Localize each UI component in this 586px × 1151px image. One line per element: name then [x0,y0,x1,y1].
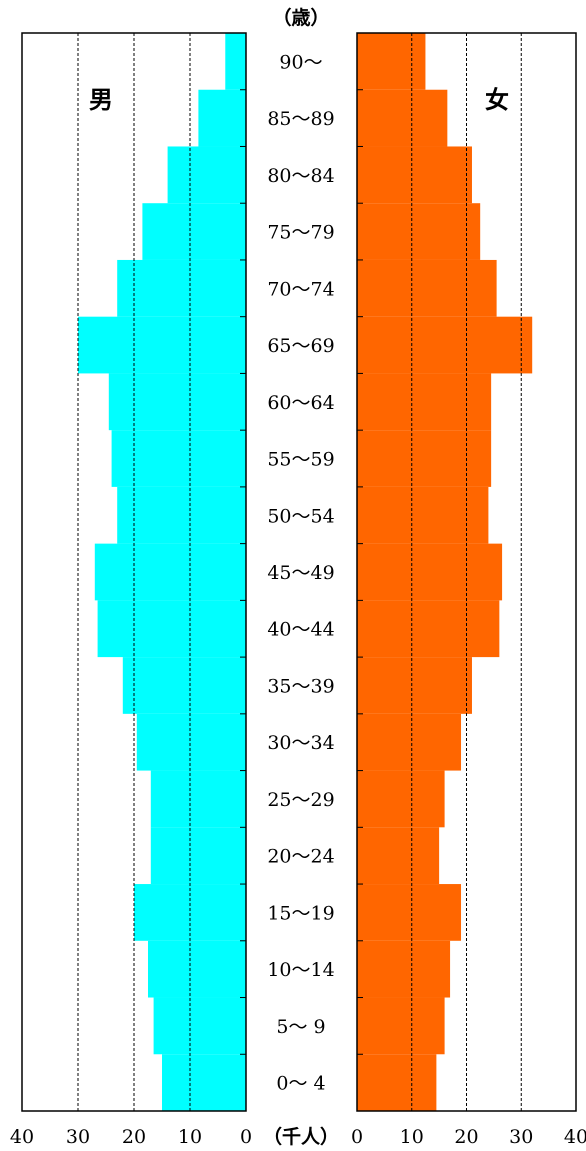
age-category-label: 30～34 [267,732,334,754]
female-bar [357,600,500,658]
male-plot-frame [21,32,247,1112]
male-bar [150,827,246,885]
female-bar [357,884,462,941]
female-x-tick-label: 40 [564,1126,586,1148]
age-category-label: 35～39 [267,675,334,697]
age-category-label: 65～69 [267,335,334,357]
female-series-label: 女 [485,86,509,114]
female-plot-frame [356,32,577,1112]
male-bar [136,713,246,771]
female-bars-group [357,33,533,1111]
female-bar [357,657,472,714]
male-bar [108,373,246,431]
female-bar [357,316,533,374]
female-bar [357,259,497,317]
male-x-tick-label: 30 [66,1126,90,1148]
male-bar [117,486,246,544]
male-bar [94,543,246,601]
age-category-label: 45～49 [267,562,334,584]
age-category-label: 0～ 4 [276,1073,325,1095]
age-category-label: 85～89 [267,108,334,130]
female-bar [357,713,462,771]
male-bar [225,33,246,90]
female-bar [357,89,448,147]
female-bar [357,203,481,260]
female-x-tick-label: 0 [351,1126,363,1148]
age-category-label: 60～64 [267,392,334,414]
female-bar [357,940,451,998]
male-series-label: 男 [89,86,113,114]
age-category-label: 40～44 [267,619,334,641]
age-category-label: 10～14 [267,959,334,981]
x-unit-label: （千人） [263,1125,339,1148]
age-category-label: 55～59 [267,449,334,471]
tick-marks-group [240,89,363,1055]
female-bar [357,543,503,601]
age-category-label: 25～29 [267,789,334,811]
age-category-label: 50～54 [267,505,334,527]
male-bar [150,770,246,828]
male-bar [142,203,246,260]
female-bar [357,486,489,544]
male-bar [122,657,246,714]
male-bar [153,997,246,1055]
male-bar [111,430,246,487]
male-x-tick-label: 20 [122,1126,146,1148]
male-x-tick-label: 10 [178,1126,202,1148]
age-unit-label: （歳） [272,6,329,29]
female-bar [357,373,492,431]
male-bar [117,259,246,317]
age-category-label: 80～84 [267,165,334,187]
female-bar [357,430,492,487]
male-bar [78,316,246,374]
female-x-tick-label: 20 [454,1126,478,1148]
age-category-label: 15～19 [267,902,334,924]
age-category-label: 20～24 [267,846,334,868]
male-x-tick-label: 0 [240,1126,252,1148]
male-bar [162,1054,246,1111]
female-bar [357,1054,437,1111]
male-x-tick-label: 40 [10,1126,34,1148]
male-bar [198,89,246,147]
age-category-label: 75～79 [267,222,334,244]
plot-frames-group [21,32,577,1112]
male-bar [134,884,246,941]
female-bar [357,997,445,1055]
female-x-tick-label: 10 [400,1126,424,1148]
female-bar [357,146,472,204]
male-bar [148,940,246,998]
female-bar [357,33,426,90]
age-category-label: 5～ 9 [276,1016,325,1038]
labels-group: 90～ 85～89 80～84 75～79 70～74 65～69 60～64 55～59 50… [10,51,586,1148]
female-bar [357,770,445,828]
age-category-label: 70～74 [267,278,334,300]
age-category-label: 90～ [279,51,322,73]
female-bar [357,827,440,885]
male-bar [97,600,246,658]
female-x-tick-label: 30 [509,1126,533,1148]
male-bar [167,146,246,204]
